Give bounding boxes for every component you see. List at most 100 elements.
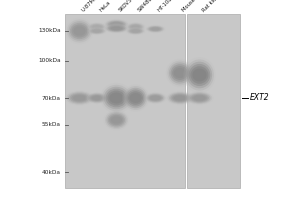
Ellipse shape — [125, 88, 146, 108]
Text: 100kDa: 100kDa — [38, 58, 61, 64]
Ellipse shape — [68, 92, 91, 104]
Ellipse shape — [92, 96, 102, 100]
Text: HeLa: HeLa — [98, 0, 111, 13]
Ellipse shape — [104, 87, 129, 109]
Ellipse shape — [192, 68, 207, 82]
Ellipse shape — [72, 25, 87, 37]
Ellipse shape — [106, 20, 126, 28]
Ellipse shape — [129, 24, 142, 30]
Ellipse shape — [70, 23, 89, 39]
Ellipse shape — [89, 94, 105, 102]
Ellipse shape — [90, 24, 104, 30]
FancyBboxPatch shape — [64, 14, 185, 188]
Ellipse shape — [100, 83, 133, 113]
Ellipse shape — [70, 93, 89, 103]
Ellipse shape — [111, 116, 122, 124]
Ellipse shape — [108, 21, 125, 28]
Ellipse shape — [185, 91, 214, 105]
Ellipse shape — [85, 92, 108, 104]
Ellipse shape — [193, 95, 206, 101]
Ellipse shape — [73, 95, 86, 101]
Ellipse shape — [149, 95, 162, 101]
Ellipse shape — [111, 22, 122, 26]
Ellipse shape — [89, 28, 105, 34]
Ellipse shape — [187, 62, 212, 88]
Text: Mouse liver: Mouse liver — [182, 0, 206, 13]
Ellipse shape — [90, 28, 104, 34]
Ellipse shape — [91, 25, 103, 29]
Ellipse shape — [146, 25, 164, 33]
Ellipse shape — [103, 23, 129, 33]
Text: SKOV3: SKOV3 — [118, 0, 134, 13]
Ellipse shape — [71, 94, 88, 102]
Ellipse shape — [108, 25, 125, 31]
Ellipse shape — [128, 28, 143, 34]
Ellipse shape — [103, 110, 129, 130]
Ellipse shape — [172, 66, 188, 80]
Ellipse shape — [89, 23, 105, 31]
Ellipse shape — [107, 91, 125, 105]
Ellipse shape — [150, 27, 161, 31]
Ellipse shape — [102, 85, 131, 111]
Ellipse shape — [88, 23, 106, 31]
Ellipse shape — [145, 25, 166, 33]
Text: HT-1080: HT-1080 — [157, 0, 176, 13]
Ellipse shape — [172, 94, 188, 102]
Ellipse shape — [130, 93, 142, 103]
Ellipse shape — [88, 27, 106, 35]
Ellipse shape — [92, 29, 101, 32]
Ellipse shape — [111, 27, 122, 30]
Ellipse shape — [91, 29, 103, 33]
Text: SW480: SW480 — [137, 0, 154, 13]
Ellipse shape — [65, 18, 94, 44]
Ellipse shape — [67, 19, 92, 43]
Ellipse shape — [87, 93, 107, 103]
Ellipse shape — [190, 66, 208, 84]
Text: Rat kidney: Rat kidney — [201, 0, 224, 13]
Ellipse shape — [92, 25, 101, 29]
Ellipse shape — [124, 86, 148, 110]
Ellipse shape — [131, 25, 140, 29]
Ellipse shape — [145, 93, 166, 103]
Ellipse shape — [73, 26, 86, 36]
Ellipse shape — [130, 25, 141, 29]
Ellipse shape — [169, 62, 191, 84]
Ellipse shape — [167, 92, 193, 104]
Ellipse shape — [131, 29, 140, 32]
Ellipse shape — [105, 111, 128, 129]
Ellipse shape — [87, 22, 107, 32]
Ellipse shape — [149, 26, 162, 32]
Ellipse shape — [188, 93, 211, 103]
Ellipse shape — [187, 92, 212, 104]
Ellipse shape — [146, 93, 164, 103]
Ellipse shape — [190, 94, 209, 102]
Ellipse shape — [128, 91, 143, 105]
Ellipse shape — [151, 27, 160, 30]
Ellipse shape — [144, 92, 167, 104]
Ellipse shape — [87, 27, 107, 35]
Ellipse shape — [109, 92, 124, 104]
Ellipse shape — [91, 95, 103, 101]
Ellipse shape — [109, 26, 124, 31]
Ellipse shape — [129, 28, 142, 34]
Ellipse shape — [108, 114, 125, 126]
FancyBboxPatch shape — [187, 14, 240, 188]
Ellipse shape — [150, 96, 161, 100]
Text: EXT2: EXT2 — [250, 94, 269, 102]
Ellipse shape — [122, 84, 149, 112]
Ellipse shape — [183, 57, 216, 93]
Text: 130kDa: 130kDa — [38, 28, 61, 33]
Ellipse shape — [127, 90, 145, 106]
Text: 70kDa: 70kDa — [42, 96, 61, 100]
Ellipse shape — [171, 64, 190, 82]
Ellipse shape — [148, 94, 163, 102]
Text: U-87MG: U-87MG — [81, 0, 99, 13]
Ellipse shape — [105, 24, 128, 33]
Ellipse shape — [88, 93, 106, 103]
Ellipse shape — [166, 91, 194, 105]
Ellipse shape — [106, 25, 126, 32]
Ellipse shape — [106, 112, 126, 128]
Ellipse shape — [169, 93, 191, 103]
Ellipse shape — [128, 23, 143, 31]
Ellipse shape — [68, 21, 91, 41]
